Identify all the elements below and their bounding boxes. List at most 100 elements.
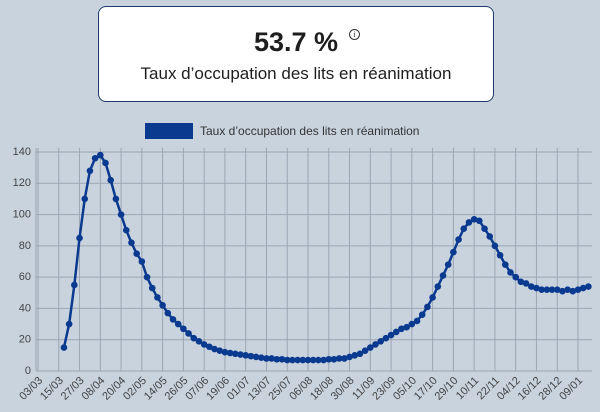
point [455, 236, 462, 243]
point [502, 261, 509, 268]
y-tick-label: 40 [19, 302, 31, 314]
point [507, 269, 514, 276]
point [512, 273, 519, 281]
point [76, 234, 83, 242]
point [559, 287, 566, 295]
point [221, 348, 229, 356]
x-tick-label: 10/11 [454, 375, 481, 402]
point [174, 320, 182, 328]
point [91, 154, 99, 162]
point [232, 350, 239, 358]
point [434, 283, 442, 290]
point [351, 352, 359, 359]
point [387, 331, 395, 339]
point [289, 356, 296, 364]
point [117, 211, 125, 218]
point [377, 337, 384, 345]
point [424, 303, 431, 311]
point [398, 325, 405, 333]
point [252, 353, 260, 361]
point [460, 225, 468, 232]
point [579, 284, 587, 292]
point [309, 356, 317, 364]
point [107, 176, 114, 184]
point [268, 355, 275, 362]
point [112, 195, 120, 203]
point [164, 309, 172, 317]
y-tick-label: 60 [19, 271, 31, 283]
point [315, 356, 322, 364]
info-icon[interactable]: i [349, 29, 361, 40]
point [237, 351, 244, 358]
point [491, 242, 499, 250]
point [278, 355, 286, 363]
point [548, 286, 556, 293]
kpi-card: 53.7 % i Taux d’occupation des lits en ré… [98, 6, 494, 102]
point [408, 320, 416, 328]
point [585, 283, 592, 290]
point [372, 341, 379, 348]
y-tick-label: 100 [13, 208, 31, 220]
point [60, 344, 68, 351]
y-tick-label: 120 [13, 177, 31, 189]
point [65, 320, 73, 328]
point [138, 258, 146, 265]
point [486, 233, 494, 240]
point [470, 215, 478, 223]
point [133, 250, 140, 257]
point [102, 159, 109, 167]
point [122, 226, 130, 234]
point [71, 281, 78, 289]
x-tick-label: 09/01 [557, 375, 585, 403]
point [190, 334, 198, 342]
point [429, 294, 436, 301]
point [185, 330, 192, 337]
point [574, 286, 582, 293]
y-tick-label: 80 [19, 240, 31, 252]
point [216, 347, 224, 354]
point [211, 345, 218, 353]
x-tick-label: 30/08 [329, 375, 357, 403]
point [476, 217, 483, 225]
series-line [62, 153, 589, 362]
point [257, 354, 265, 362]
point [444, 261, 452, 268]
point [538, 286, 545, 293]
kpi-subtitle: Taux d’occupation des lits en réanimatio… [140, 64, 452, 83]
point [154, 294, 161, 301]
point [263, 355, 270, 362]
point [242, 352, 249, 359]
point [522, 280, 530, 287]
point [195, 337, 203, 345]
point [200, 341, 208, 348]
point [413, 317, 421, 325]
y-tick-label: 20 [19, 334, 31, 346]
point [569, 287, 577, 295]
point [564, 286, 571, 293]
point [403, 323, 410, 331]
point [299, 356, 307, 364]
point [527, 283, 535, 290]
point [465, 219, 473, 226]
point [356, 350, 364, 358]
point [143, 273, 151, 281]
point [439, 272, 447, 279]
point [330, 355, 338, 363]
point [81, 195, 89, 203]
kpi-value: 53.7 % i [254, 27, 361, 58]
point [418, 311, 426, 318]
point [392, 328, 400, 336]
point [97, 151, 104, 159]
point [341, 355, 348, 362]
point [148, 284, 156, 292]
legend-label: Taux d’occupation des lits en réanimatio… [200, 124, 419, 138]
point [533, 284, 540, 292]
point [206, 343, 213, 351]
point [367, 344, 374, 351]
point [553, 286, 561, 293]
point [180, 325, 187, 333]
point [325, 355, 333, 363]
point [226, 349, 234, 357]
